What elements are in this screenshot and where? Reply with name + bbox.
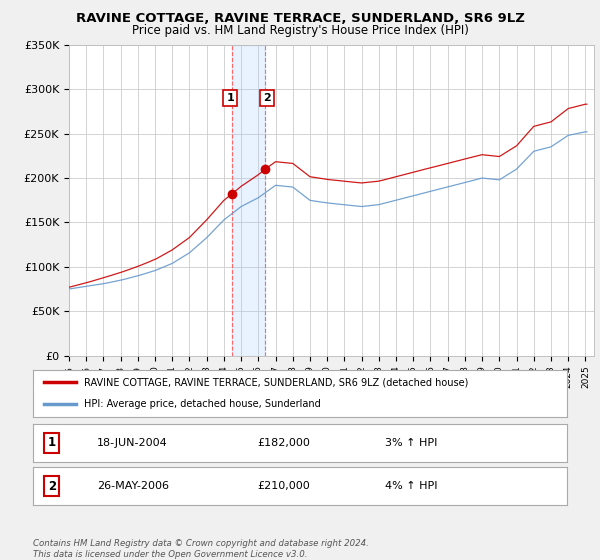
Text: 2: 2 (263, 93, 271, 103)
Text: 1: 1 (226, 93, 234, 103)
Text: £182,000: £182,000 (257, 438, 310, 448)
Text: RAVINE COTTAGE, RAVINE TERRACE, SUNDERLAND, SR6 9LZ: RAVINE COTTAGE, RAVINE TERRACE, SUNDERLA… (76, 12, 524, 25)
Text: 4% ↑ HPI: 4% ↑ HPI (385, 481, 438, 491)
Text: 3% ↑ HPI: 3% ↑ HPI (385, 438, 438, 448)
Bar (232, 45, 265, 356)
Text: 2: 2 (47, 479, 56, 493)
Text: Contains HM Land Registry data © Crown copyright and database right 2024.
This d: Contains HM Land Registry data © Crown c… (33, 539, 369, 559)
Text: 26-MAY-2006: 26-MAY-2006 (97, 481, 169, 491)
Text: £210,000: £210,000 (257, 481, 310, 491)
Text: Price paid vs. HM Land Registry's House Price Index (HPI): Price paid vs. HM Land Registry's House … (131, 24, 469, 36)
Text: 18-JUN-2004: 18-JUN-2004 (97, 438, 168, 448)
Text: RAVINE COTTAGE, RAVINE TERRACE, SUNDERLAND, SR6 9LZ (detached house): RAVINE COTTAGE, RAVINE TERRACE, SUNDERLA… (84, 377, 468, 388)
Text: 1: 1 (47, 436, 56, 450)
Text: HPI: Average price, detached house, Sunderland: HPI: Average price, detached house, Sund… (84, 399, 320, 409)
